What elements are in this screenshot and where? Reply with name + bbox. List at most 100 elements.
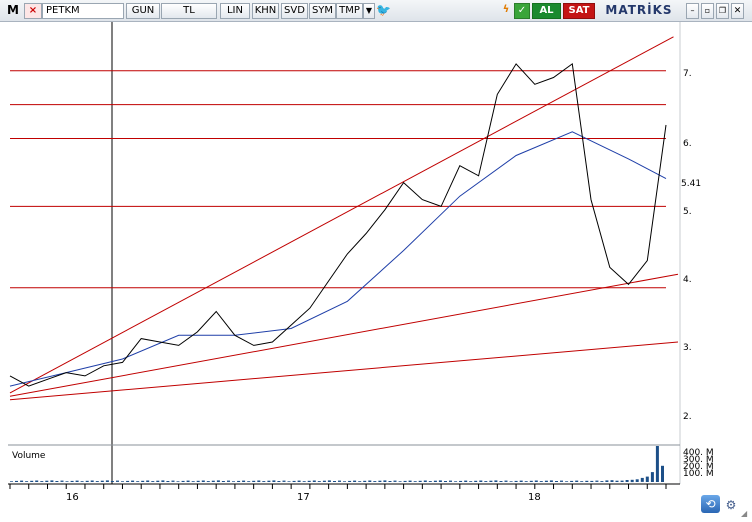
volume-bar (343, 481, 346, 482)
volume-bar (348, 480, 352, 482)
volume-bar (161, 480, 165, 482)
volume-bar (423, 480, 427, 482)
resize-grip-icon[interactable]: ◢ (741, 509, 748, 518)
volume-bar (519, 480, 523, 482)
volume-bar (408, 480, 412, 482)
currency-button[interactable]: TL (161, 3, 217, 19)
volume-bar (277, 481, 281, 482)
price-tick-label: 3. (683, 343, 692, 353)
volume-bar (464, 480, 468, 482)
volume-bar (287, 481, 291, 482)
volume-bar (181, 480, 185, 482)
svd-button[interactable]: SVD (281, 3, 308, 19)
volume-bar (438, 480, 442, 482)
volume-bar (333, 481, 336, 482)
price-chart[interactable]: 7. 6. 5.41 5. 4. 3. 2. Volume 400. M 300… (0, 22, 752, 522)
volume-bar (590, 480, 594, 482)
scale-button[interactable]: LIN (220, 3, 250, 19)
volume-bar (610, 480, 614, 482)
volume-bar (378, 480, 382, 482)
settings-icon[interactable]: ⚙ (725, 498, 737, 512)
volume-bar (312, 480, 316, 482)
volume-bar (146, 480, 150, 482)
volume-bar (191, 481, 195, 482)
volume-bar (575, 480, 579, 482)
volume-bar (95, 481, 99, 482)
volume-bar (257, 480, 261, 482)
volume-bar (534, 480, 538, 482)
volume-bar (100, 480, 104, 482)
restore-icon[interactable]: ❐ (716, 3, 729, 19)
buy-button[interactable]: AL (532, 3, 561, 19)
refresh-icon[interactable]: ⟲ (701, 495, 720, 513)
volume-bar (353, 480, 357, 482)
flash-icon[interactable]: ϟ (502, 4, 510, 15)
volume-bar (232, 481, 235, 482)
twitter-icon[interactable]: 🐦 (376, 3, 391, 17)
volume-bar (449, 480, 452, 482)
volume-bar (131, 480, 135, 482)
volume-bar (216, 480, 220, 482)
dropdown-icon[interactable]: ▼ (363, 3, 375, 19)
volume-bar (529, 480, 533, 482)
close-symbol-icon[interactable]: × (24, 3, 42, 19)
volume-bar (489, 480, 493, 482)
volume-bar (428, 481, 432, 482)
volume-bar (363, 480, 367, 482)
volume-bar (247, 481, 251, 482)
volume-bar (221, 481, 225, 482)
volume-bar (40, 481, 44, 482)
volume-bar (252, 480, 256, 482)
volume-bar (585, 480, 589, 482)
volume-bar (85, 480, 89, 482)
volume-bar (302, 481, 306, 482)
volume-bar (358, 481, 362, 482)
volume-bar (560, 480, 563, 482)
volume-bar (267, 480, 271, 482)
volume-bar (166, 481, 170, 482)
volume-bar (494, 480, 498, 482)
volume-bar (65, 481, 69, 482)
volume-bar (383, 480, 387, 482)
volume-bar (196, 480, 200, 482)
sell-button[interactable]: SAT (563, 3, 595, 19)
sym-button[interactable]: SYM (309, 3, 336, 19)
khn-button[interactable]: KHN (252, 3, 279, 19)
x-tick-label: 18 (528, 492, 541, 503)
volume-bar (211, 480, 215, 482)
maximize-icon[interactable]: ▫ (701, 3, 714, 19)
volume-bar (398, 481, 402, 482)
price-tick-label: 2. (683, 412, 692, 422)
volume-bar (600, 481, 604, 482)
volume-bar (35, 480, 39, 482)
symbol-input[interactable]: PETKM (42, 3, 124, 19)
volume-tick-label: 200. M (683, 462, 714, 472)
volume-bar (227, 480, 230, 482)
volume-bar (630, 479, 634, 483)
volume-bar (201, 480, 205, 482)
volume-bar (640, 477, 644, 482)
brand-logo: MATRİKS (605, 3, 673, 17)
volume-title: Volume (12, 451, 46, 461)
trend-line (9, 341, 679, 401)
volume-bar (237, 480, 241, 482)
volume-bar (565, 481, 569, 482)
volume-bar (368, 480, 372, 482)
volume-bar (156, 480, 160, 482)
volume-bar (444, 481, 447, 482)
toolbar: M × PETKM GUN TL LIN KHN SVD SYM TMP ▼ 🐦… (0, 0, 752, 22)
check-icon[interactable]: ✓ (514, 3, 530, 19)
volume-bar (186, 480, 190, 482)
volume-bar (625, 480, 629, 482)
grid-layer (111, 22, 681, 484)
period-button[interactable]: GUN (126, 3, 160, 19)
minimize-icon[interactable]: – (686, 3, 699, 19)
close-icon[interactable]: ✕ (731, 3, 744, 19)
volume-bar (105, 480, 109, 482)
volume-bar (75, 480, 79, 482)
volume-bar (338, 480, 341, 482)
chart-background (0, 22, 752, 522)
volume-bar (116, 480, 119, 482)
tmp-button[interactable]: TMP (336, 3, 363, 19)
volume-bar (126, 480, 130, 482)
